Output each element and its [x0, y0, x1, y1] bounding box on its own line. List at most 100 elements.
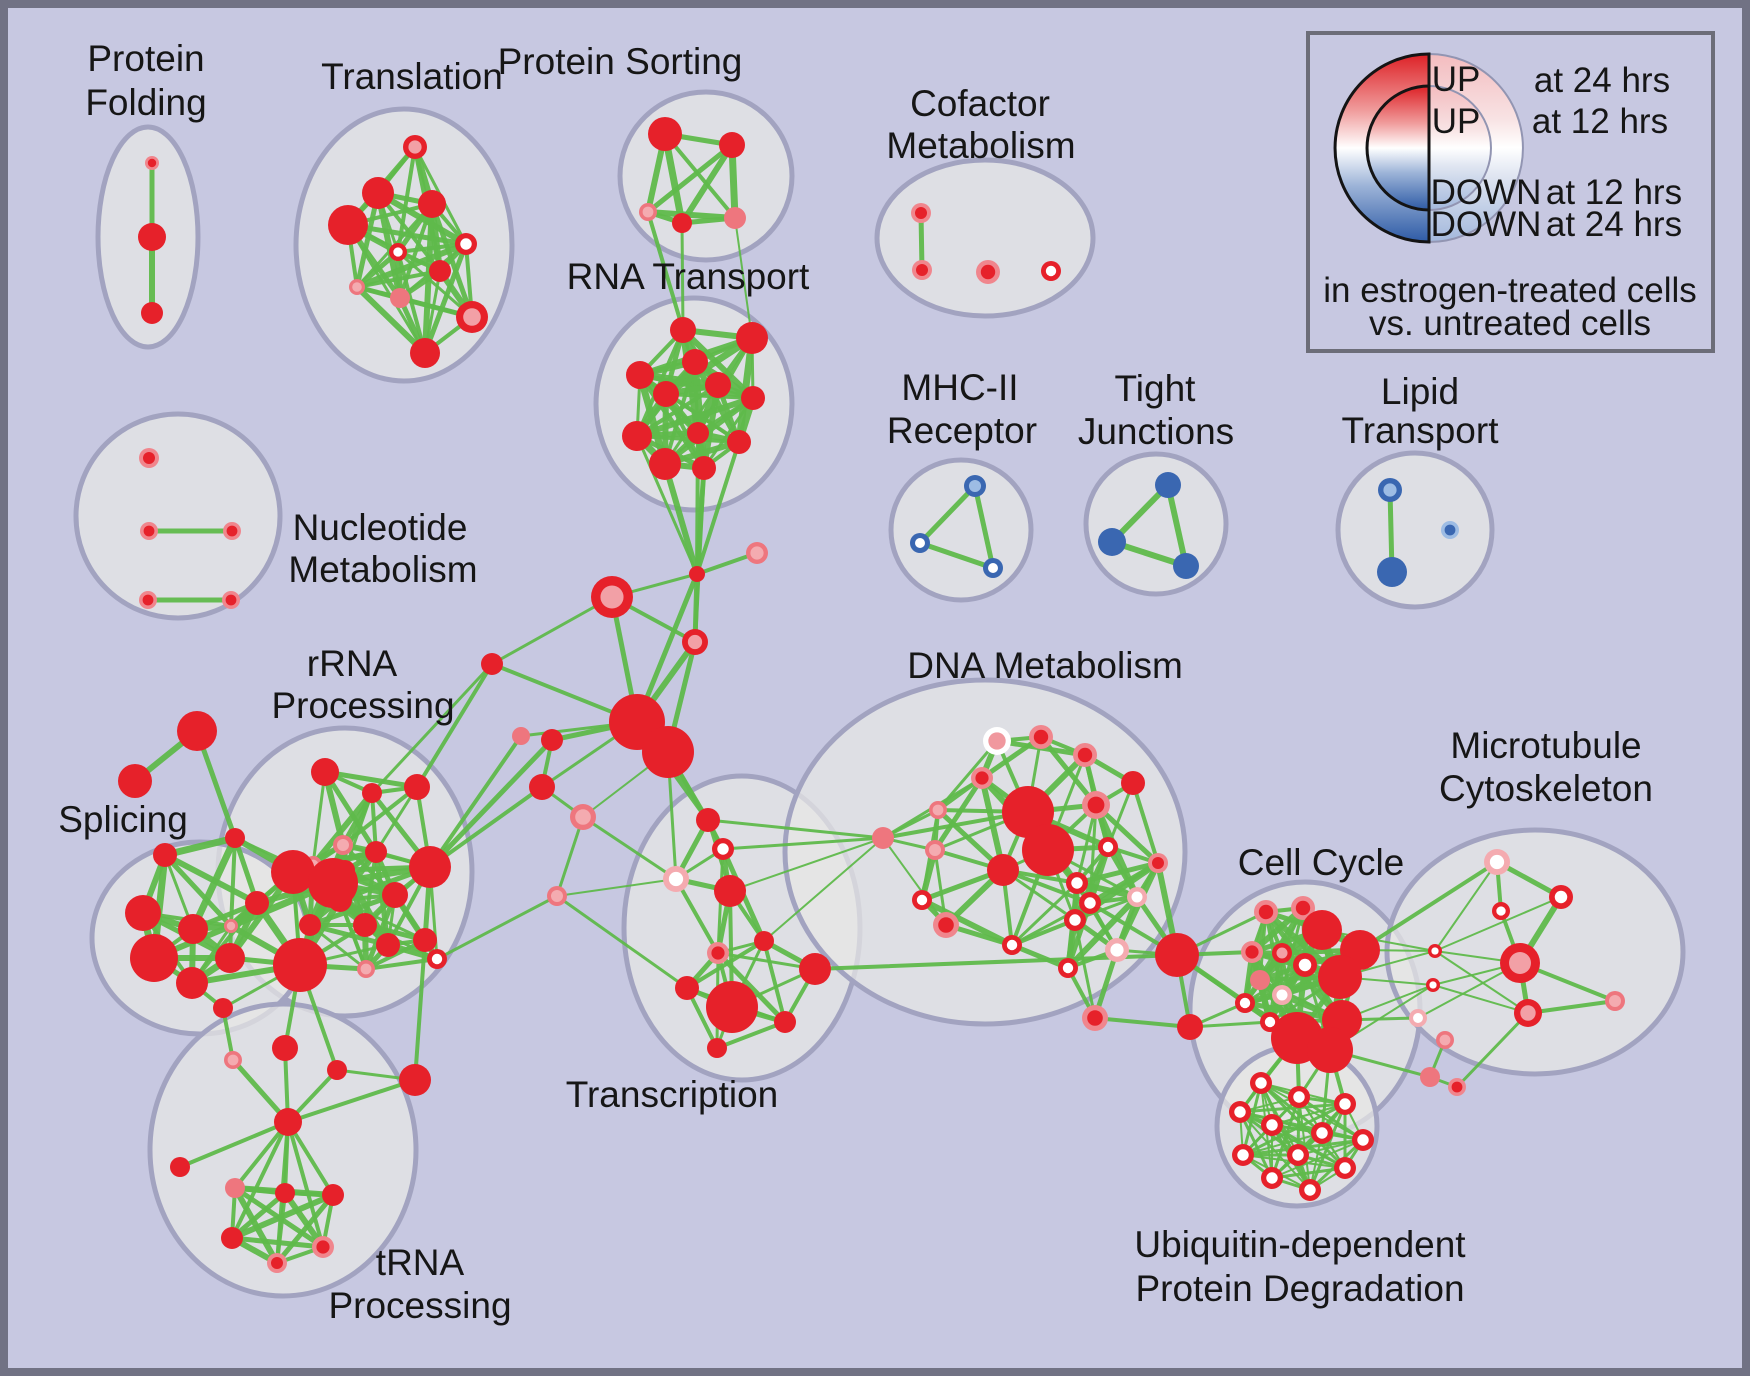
node-r4: [682, 349, 708, 375]
node-core-t8: [352, 282, 362, 292]
edge-t3-t11: [346, 223, 427, 355]
node-pf3: [141, 302, 163, 324]
node-core-u9: [1292, 1149, 1304, 1161]
node-r9: [687, 422, 709, 444]
node-core-u11: [1266, 1172, 1278, 1184]
node-p1: [271, 850, 315, 894]
node-K9: [1250, 970, 1270, 990]
node-core-q4: [337, 839, 349, 851]
edge-q11-q15: [308, 923, 368, 971]
node-q12: [353, 913, 377, 937]
node-core-x10: [551, 890, 563, 902]
legend-up12-time: at 12 hrs: [1531, 102, 1669, 141]
node-core-d21: [1110, 943, 1124, 957]
label-cofactor-1: Cofactor: [910, 83, 1050, 124]
node-core-m9: [1413, 1013, 1423, 1023]
node-h2: [642, 726, 694, 778]
node-t4: [418, 190, 446, 218]
node-core-k6: [271, 1257, 283, 1269]
node-p9: [153, 843, 177, 867]
node-r12: [692, 456, 716, 480]
label-mhc-1: MHC-II: [901, 367, 1019, 408]
node-v1: [696, 808, 720, 832]
edge-u7-u9: [1297, 1139, 1364, 1156]
edge-k3-k6: [274, 1192, 336, 1266]
node-d9: [1121, 771, 1145, 795]
edge-t2-t8: [354, 190, 381, 290]
node-core-d2: [1033, 729, 1049, 745]
edge-x10-v3: [556, 878, 677, 897]
node-core-b8: [1444, 524, 1456, 536]
label-mhc-2: Receptor: [886, 410, 1038, 451]
edge-x5-x3: [490, 595, 614, 666]
node-core-p5: [226, 921, 236, 931]
node-s2: [719, 132, 745, 158]
edge-p5-g3: [229, 836, 237, 928]
edge-d0-v2: [721, 836, 885, 851]
cluster-cofactor-metabolism: [874, 157, 1096, 319]
edge-q3-q4: [341, 785, 419, 847]
node-core-v2: [717, 843, 729, 855]
node-v8: [799, 953, 831, 985]
edge-s2-s3: [645, 142, 735, 215]
node-r1: [670, 317, 696, 343]
node-r6: [705, 372, 731, 398]
node-core-n1: [143, 452, 155, 464]
label-ubiquitin-1: Ubiquitin-dependent: [1134, 1224, 1466, 1265]
node-core-d15: [1069, 914, 1081, 926]
edge-d16-d22: [1009, 942, 1071, 971]
edge-q2-q5: [310, 790, 375, 868]
node-q14: [413, 928, 437, 952]
node-r7: [741, 386, 765, 410]
edge-b4-b6: [1165, 482, 1189, 569]
edge-d0-v5: [763, 837, 884, 942]
node-c3: [272, 1035, 298, 1061]
node-k3: [322, 1184, 344, 1206]
node-c4: [327, 1060, 347, 1080]
node-core-n3: [226, 525, 238, 537]
label-tight-junctions-1: Tight: [1114, 368, 1196, 409]
node-b5: [1098, 528, 1126, 556]
edge-K4-m1: [1358, 860, 1499, 952]
node-k2: [275, 1183, 295, 1203]
legend-down12-time: at 12 hrs: [1545, 173, 1683, 212]
cluster-mhc-ii-receptor: [888, 457, 1034, 603]
node-core-t6: [393, 247, 403, 257]
node-d0: [872, 827, 894, 849]
node-b6: [1173, 553, 1199, 579]
node-core-m3: [1496, 906, 1506, 916]
node-core-q15: [360, 963, 372, 975]
edge-p5-p9: [162, 852, 234, 929]
label-protein-folding-1: Protein: [87, 38, 205, 79]
edge-d23-d24: [1093, 1016, 1192, 1029]
label-tight-junctions-2: Junctions: [1077, 411, 1235, 452]
edge-u10-u11: [1270, 1166, 1347, 1180]
node-k1: [225, 1178, 245, 1198]
edge-c6-k4: [230, 1120, 290, 1240]
label-trna-2: Processing: [328, 1285, 512, 1326]
label-lipid-transport-2: Transport: [1341, 410, 1499, 451]
node-c7: [170, 1157, 190, 1177]
node-core-k5: [316, 1240, 330, 1254]
node-K15: [1307, 1027, 1353, 1073]
node-core-K11: [1239, 997, 1251, 1009]
edge-p8-p10: [190, 901, 259, 985]
node-r5: [653, 381, 679, 407]
legend-down24-word: DOWN: [1430, 205, 1542, 244]
node-t9: [390, 288, 410, 308]
node-x5: [481, 653, 503, 675]
node-q11: [299, 914, 321, 936]
node-core-K10: [1276, 989, 1288, 1001]
edge-r7-r11: [662, 395, 756, 467]
edge-c6-k1: [233, 1120, 290, 1190]
node-qh: [273, 938, 327, 992]
edge-x9-v3: [581, 815, 678, 881]
edge-x6-q8: [428, 734, 523, 869]
node-core-m7: [1520, 1005, 1536, 1021]
node-core-f4: [1045, 265, 1057, 277]
node-r8: [622, 421, 652, 451]
edge-s1-s5: [663, 132, 737, 220]
edge-r7-r12: [702, 396, 755, 470]
node-core-n2: [143, 525, 155, 537]
